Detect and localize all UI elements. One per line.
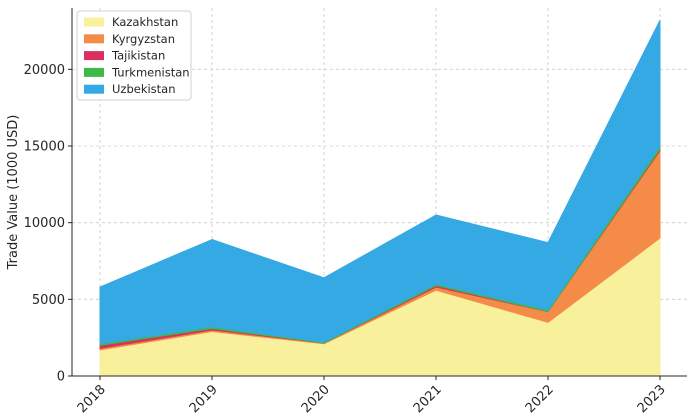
x-tick-label: 2021 bbox=[411, 382, 445, 416]
legend-swatch-uzbekistan bbox=[84, 84, 104, 94]
area-uzbekistan bbox=[99, 19, 661, 345]
legend-box bbox=[76, 10, 192, 101]
y-tick-label: 15000 bbox=[24, 140, 65, 155]
y-tick-label: 10000 bbox=[24, 216, 65, 231]
x-tick-label: 2019 bbox=[187, 382, 221, 416]
y-tick-label: 20000 bbox=[24, 63, 65, 78]
legend-label-tajikistan: Tajikistan bbox=[111, 49, 165, 63]
legend-label-turkmenistan: Turkmenistan bbox=[111, 65, 190, 79]
x-tick-label: 2020 bbox=[299, 382, 333, 416]
y-tick-group: 0 5000 10000 15000 20000 bbox=[24, 63, 72, 385]
legend: Kazakhstan Kyrgyzstan Tajikistan Turkmenist… bbox=[76, 10, 192, 101]
legend-label-uzbekistan: Uzbekistan bbox=[112, 82, 176, 96]
y-tick-label: 5000 bbox=[32, 293, 65, 308]
x-tick-group: 2018 2019 2020 2021 2022 2023 bbox=[75, 376, 669, 416]
x-tick-label: 2022 bbox=[523, 382, 557, 416]
legend-label-kyrgyzstan: Kyrgyzstan bbox=[112, 32, 175, 46]
legend-label-kazakhstan: Kazakhstan bbox=[112, 15, 178, 29]
y-tick-label: 0 bbox=[57, 370, 65, 385]
y-axis-title: Trade Value (1000 USD) bbox=[6, 115, 21, 271]
legend-swatch-kazakhstan bbox=[84, 17, 104, 27]
legend-swatch-turkmenistan bbox=[84, 67, 104, 77]
legend-swatch-tajikistan bbox=[84, 51, 104, 61]
legend-swatch-kyrgyzstan bbox=[84, 34, 104, 44]
x-tick-label: 2023 bbox=[635, 382, 669, 416]
x-tick-label: 2018 bbox=[75, 382, 109, 416]
